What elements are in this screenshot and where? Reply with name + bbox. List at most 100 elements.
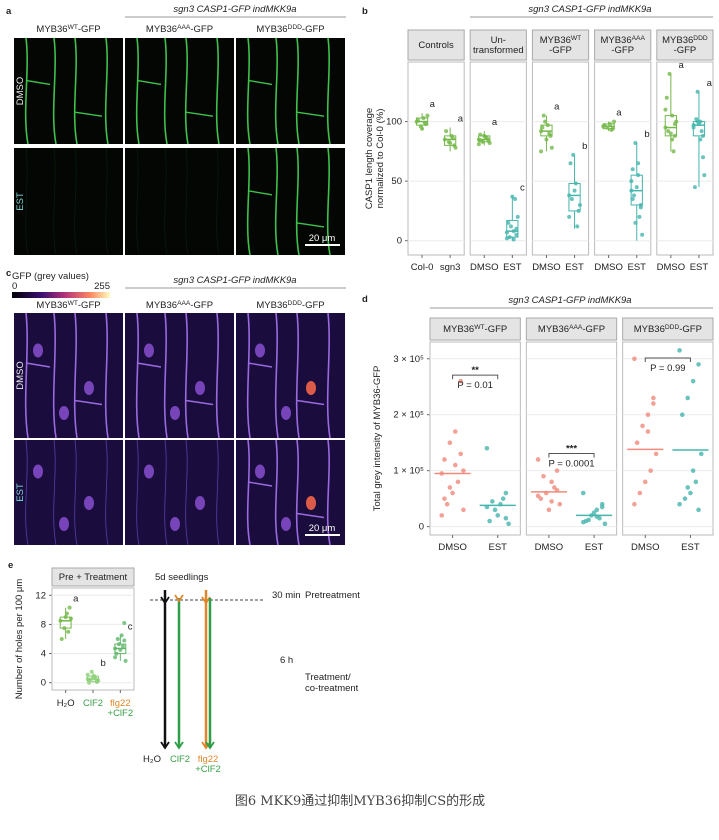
group-letter: a xyxy=(458,114,464,125)
y-tick-label: 2 × 10⁵ xyxy=(393,410,424,421)
column-header-part: -GFP xyxy=(78,24,101,35)
micrograph xyxy=(14,38,123,144)
cell-wall xyxy=(52,312,57,439)
arrow-head xyxy=(174,594,184,603)
cell-wall xyxy=(246,147,251,256)
data-point xyxy=(448,141,453,146)
data-point xyxy=(506,220,511,225)
group-letter: a xyxy=(678,60,684,71)
nucleus xyxy=(144,464,154,479)
group-letter: b xyxy=(582,141,587,152)
data-point xyxy=(591,510,597,515)
micrograph xyxy=(236,148,345,255)
panel-letter: c xyxy=(6,268,11,279)
y-tick-label: 0 xyxy=(419,522,424,533)
data-point xyxy=(690,468,696,473)
arrow-head xyxy=(174,741,184,750)
condition-label: H₂O xyxy=(143,754,161,765)
data-point xyxy=(58,618,63,623)
data-point xyxy=(503,515,509,521)
data-point xyxy=(544,137,549,142)
facet-label: MYB36AAA xyxy=(600,35,645,47)
micrograph xyxy=(14,148,123,255)
data-point xyxy=(547,131,552,136)
cell-wall xyxy=(163,37,168,145)
micrograph xyxy=(236,313,345,438)
group-letter: c xyxy=(128,621,133,632)
nucleus xyxy=(144,343,154,358)
data-point xyxy=(651,401,656,406)
column-header-part: -GFP xyxy=(190,300,213,311)
data-point xyxy=(670,113,675,118)
data-point xyxy=(700,155,705,160)
data-point xyxy=(607,121,612,126)
facet-strip xyxy=(594,29,652,61)
data-point xyxy=(420,126,425,131)
arrow-head xyxy=(205,741,215,750)
schematic-label: co-treatment xyxy=(305,683,359,694)
cell-wall xyxy=(135,312,140,439)
cell-wall xyxy=(53,147,57,256)
chart-title: sgn3 CASP1-GFP indMKK9a xyxy=(508,295,631,306)
group-letter: b xyxy=(644,129,649,140)
cell-wall xyxy=(136,147,140,256)
data-point xyxy=(633,220,638,225)
facet-strip xyxy=(525,317,618,341)
facet-strip xyxy=(407,29,465,61)
data-point xyxy=(645,412,651,418)
data-point xyxy=(671,149,676,154)
group-letter: a xyxy=(554,102,560,113)
colorbar-tick-label: 255 xyxy=(94,281,110,292)
column-header: MYB36AAA-GFP xyxy=(146,24,213,36)
data-point xyxy=(442,137,447,142)
data-point xyxy=(685,485,691,490)
significance-stars: ** xyxy=(471,365,479,376)
cell-wall xyxy=(25,79,51,86)
data-point xyxy=(580,490,586,496)
data-point xyxy=(567,214,572,219)
micrograph xyxy=(125,148,234,255)
y-tick-label: 8 xyxy=(41,619,46,630)
cell-wall xyxy=(296,512,325,519)
data-point xyxy=(664,95,669,100)
arrow-head xyxy=(160,596,170,605)
data-point xyxy=(504,230,509,235)
data-point xyxy=(609,127,614,132)
x-tick-label: DMSO xyxy=(438,542,467,553)
data-point xyxy=(439,513,445,518)
data-point xyxy=(511,237,516,242)
x-tick-label: EST xyxy=(565,262,584,273)
data-point xyxy=(442,496,447,501)
facet-strip xyxy=(469,29,527,61)
arrow-head xyxy=(201,596,211,605)
data-point xyxy=(120,644,125,649)
data-point xyxy=(602,123,607,128)
x-tick-label: EST xyxy=(489,542,508,553)
y-axis-label: Number of holes per 100 μm xyxy=(14,579,25,700)
cell-wall xyxy=(25,147,29,256)
cell-wall xyxy=(185,147,189,256)
column-header: MYB36AAA-GFP xyxy=(146,300,213,312)
cell-wall xyxy=(136,439,140,546)
data-point xyxy=(514,226,519,231)
data-point xyxy=(535,457,541,462)
data-point xyxy=(68,616,73,621)
data-point xyxy=(575,224,580,229)
facet-label: MYB36WT-GFP xyxy=(443,324,507,336)
significance-bracket xyxy=(452,374,499,380)
cell-wall xyxy=(164,147,168,256)
facet-label: MYB36DDD xyxy=(662,35,708,47)
data-point xyxy=(629,179,634,184)
data-point xyxy=(698,137,703,142)
y-axis-label: Total grey intensity of MYB36-GFP xyxy=(372,366,383,512)
data-point xyxy=(113,646,118,651)
data-point xyxy=(452,429,458,434)
facet-label-part: WT xyxy=(571,35,581,42)
cell-wall xyxy=(164,439,168,546)
data-point xyxy=(636,173,641,178)
data-point xyxy=(476,142,481,147)
cell-wall xyxy=(274,312,279,439)
data-point xyxy=(602,521,608,527)
data-point xyxy=(478,132,483,137)
